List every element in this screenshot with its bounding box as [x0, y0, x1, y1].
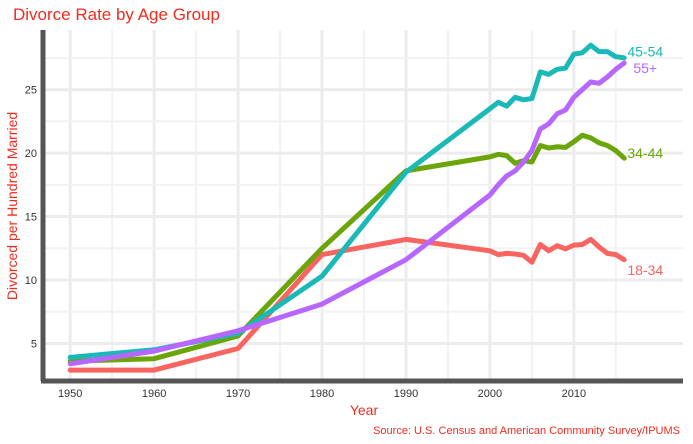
series-lines [67, 42, 627, 373]
series-line-45-54 [67, 42, 627, 360]
series-label-45-54: 45-54 [627, 44, 663, 60]
y-tick-label: 25 [25, 85, 37, 97]
x-tick-label: 1960 [142, 388, 166, 400]
series-label-34-44: 34-44 [627, 145, 663, 161]
chart-title: Divorce Rate by Age Group [13, 5, 220, 24]
y-tick-label: 10 [25, 275, 37, 287]
y-tick-label: 20 [25, 148, 37, 160]
x-tick-label: 1950 [58, 388, 82, 400]
axes [40, 30, 683, 384]
series-line-55+ [67, 60, 627, 367]
tick-labels: 1950 1960 1970 1980 1990 2000 2010 5 10 15 20 25 [25, 85, 586, 400]
x-tick-label: 2010 [562, 388, 586, 400]
x-tick-label: 1990 [394, 388, 418, 400]
y-axis-title: Divorced per Hundred Married [4, 112, 20, 300]
series-line-18-34 [67, 236, 627, 373]
x-tick-label: 1970 [226, 388, 250, 400]
series-label-55+: 55+ [633, 60, 657, 76]
x-tick-label: 1980 [310, 388, 334, 400]
x-tick-label: 2000 [478, 388, 502, 400]
x-axis-title: Year [350, 402, 379, 418]
series-line-34-44 [67, 132, 627, 364]
series-label-18-34: 18-34 [627, 262, 663, 278]
y-tick-label: 5 [31, 338, 37, 350]
source-note: Source: U.S. Census and American Communi… [373, 425, 680, 437]
y-tick-label: 15 [25, 212, 37, 224]
